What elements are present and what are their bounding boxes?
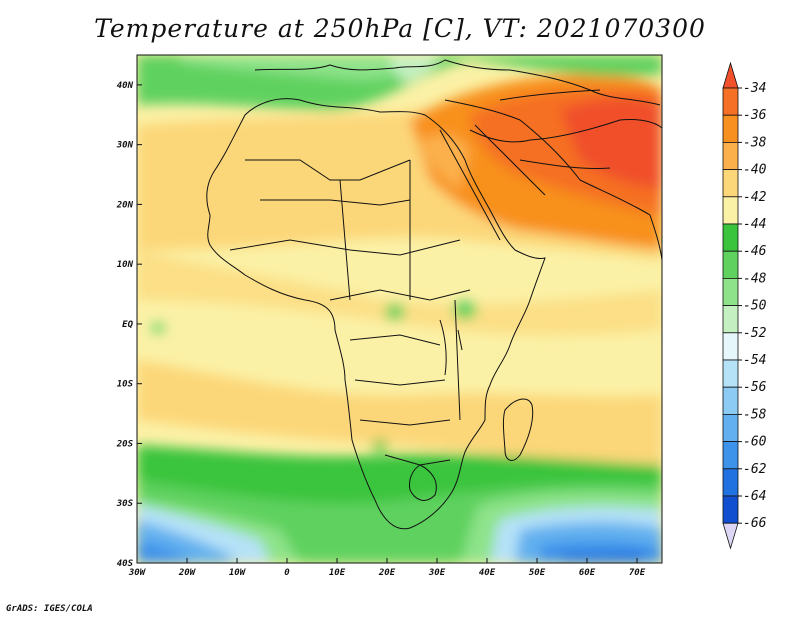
map-frame	[136, 54, 663, 564]
colorbar-segment	[722, 359, 739, 388]
colorbar-segment	[722, 223, 739, 252]
colorbar-segment	[722, 169, 739, 198]
colorbar-segment	[722, 495, 739, 524]
y-tick-label: 30N	[116, 141, 134, 151]
colorbar-segment	[722, 196, 739, 225]
colorbar-segment	[722, 305, 739, 334]
x-tick-label: 10E	[329, 568, 346, 578]
colorbar-segment	[722, 332, 739, 361]
x-tick-label: 30W	[128, 568, 147, 578]
x-tick-label: 40E	[479, 568, 496, 578]
colorbar-label: -62	[743, 462, 767, 477]
colorbar-segment	[722, 277, 739, 306]
coastlines	[206, 59, 662, 530]
colorbar-label: -38	[743, 135, 767, 150]
colorbar-label: -60	[743, 435, 767, 450]
colorbar-label: -44	[743, 217, 766, 232]
colorbar-segment	[722, 413, 739, 442]
colorbar-label: -66	[743, 516, 767, 531]
x-tick-label: 30E	[428, 568, 446, 578]
x-tick-label: 60E	[579, 568, 596, 578]
colorbar-label: -54	[743, 353, 766, 368]
colorbar-bottom-arrow	[722, 522, 739, 550]
x-tick-label: 20E	[378, 568, 396, 578]
colorbar-segment	[722, 141, 739, 170]
y-tick-label: 30S	[116, 499, 134, 509]
grads-credit: GrADS: IGES/COLA	[6, 604, 93, 614]
y-tick-label: EQ	[122, 320, 133, 330]
temperature-field	[137, 55, 662, 563]
colorbar-top-arrow	[722, 61, 739, 89]
colorbar-label: -56	[743, 380, 767, 395]
colorbar-segment	[722, 87, 739, 116]
colorbar-label: -40	[743, 163, 767, 178]
colorbar-label: -42	[743, 190, 767, 205]
x-tick-label: 20W	[178, 568, 197, 578]
x-tick-label: 50E	[529, 568, 546, 578]
colorbar-label: -34	[743, 81, 766, 96]
colorbar-label: -58	[743, 407, 767, 422]
colorbar-label: -46	[743, 244, 767, 259]
y-tick-label: 10N	[117, 260, 134, 270]
colorbar-segment	[722, 468, 739, 497]
colorbar-segment	[722, 250, 739, 279]
y-tick-label: 20N	[116, 200, 134, 210]
x-tick-label: 0	[284, 568, 290, 578]
x-tick-label: 10W	[229, 568, 247, 578]
colorbar-label: -50	[743, 299, 767, 314]
colorbar-segment	[722, 386, 739, 415]
map-title: Temperature at 250hPa [C], VT: 202107030…	[94, 14, 706, 43]
colorbar-label: -36	[743, 108, 767, 123]
y-axis-ticks: 40N 30N 20N 10N EQ 10S 20S 30S 40S	[116, 81, 142, 569]
x-tick-label: 70E	[629, 568, 646, 578]
y-tick-label: 10S	[117, 380, 134, 390]
y-tick-label: 40N	[117, 81, 134, 91]
y-tick-label: 40S	[117, 559, 134, 569]
x-axis-ticks: 30W 20W 10W 0 10E 20E 30E 40E 50E 60E 70E	[128, 558, 646, 578]
colorbar-label: -48	[743, 271, 767, 286]
colorbar-label: -64	[743, 489, 766, 504]
y-tick-label: 20S	[116, 439, 134, 449]
colorbar-segment	[722, 441, 739, 470]
colorbar: -34 -36 -38 -40 -42 -44 -46 -48 -50 -52 -54 -56 -58 -…	[722, 61, 767, 550]
colorbar-segment	[722, 114, 739, 143]
colorbar-label: -52	[743, 326, 767, 341]
